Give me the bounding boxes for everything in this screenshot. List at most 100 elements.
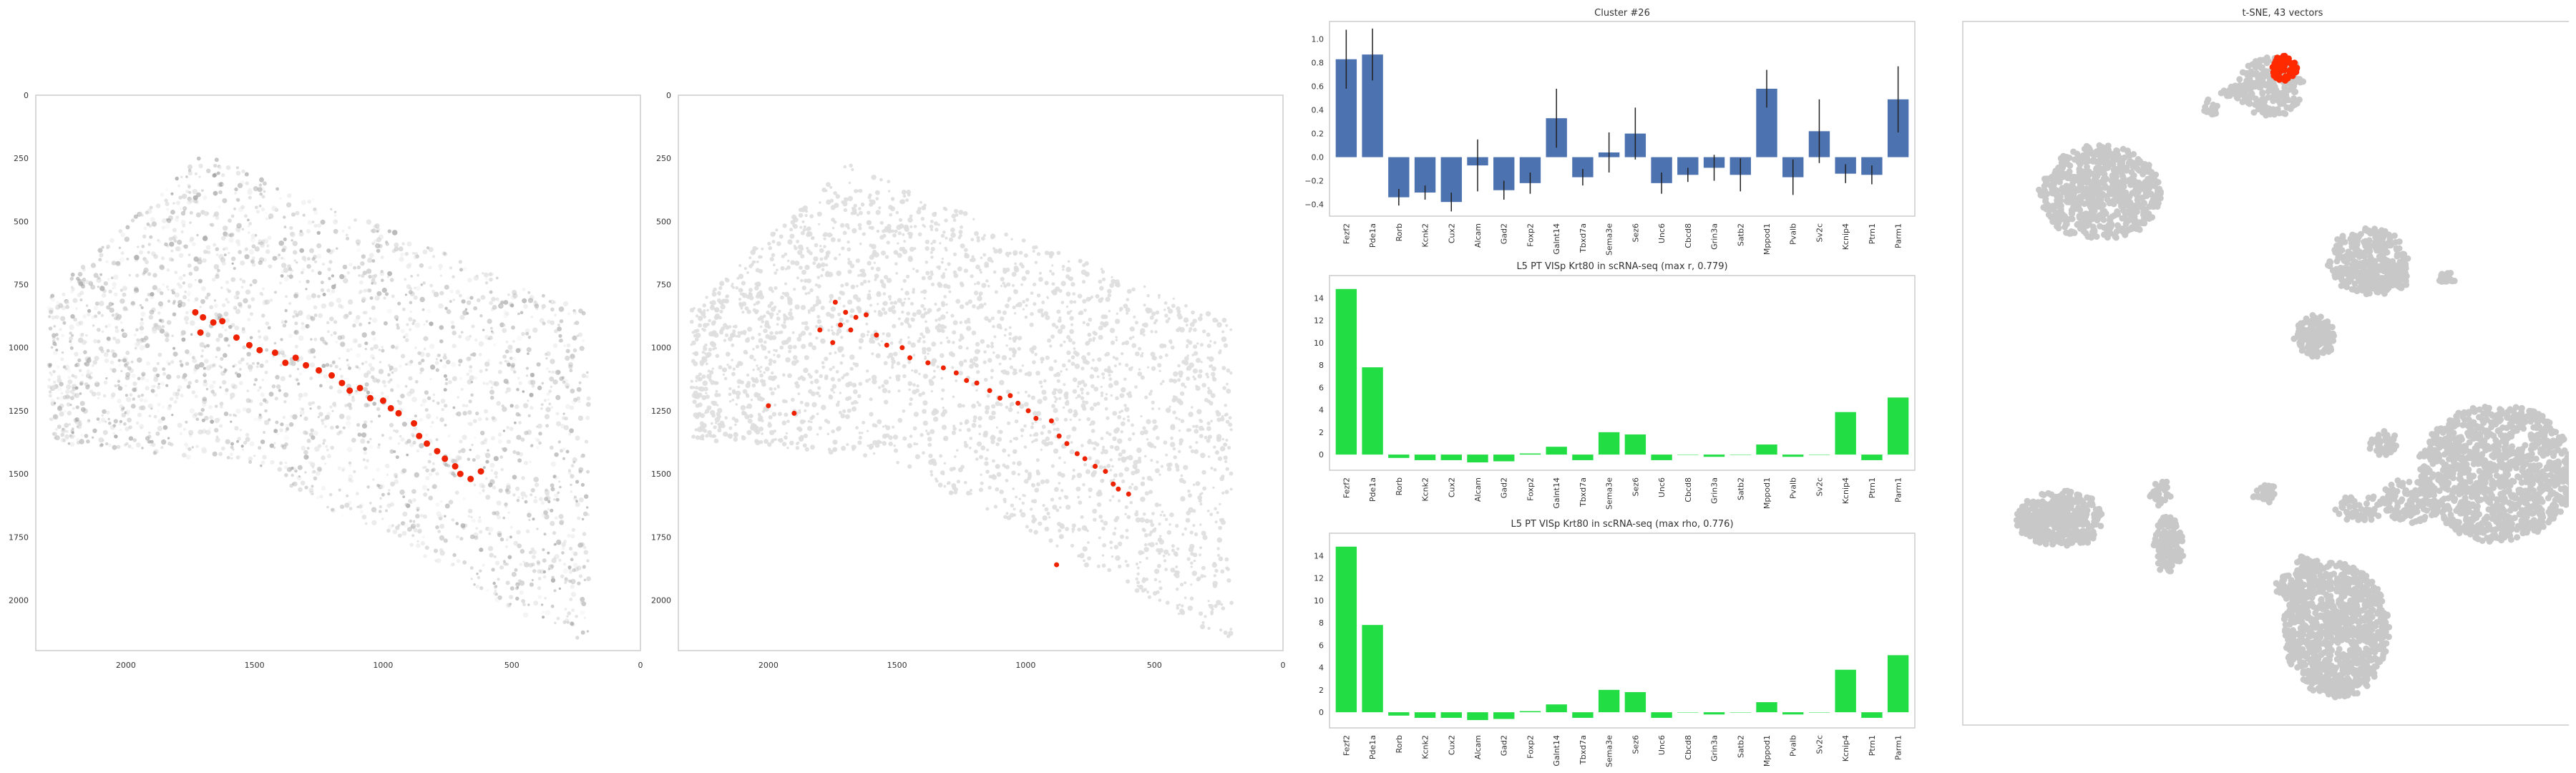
cell-point [582, 532, 587, 536]
cell-point [1096, 375, 1100, 379]
cell-point [982, 360, 987, 364]
cell-point [1135, 517, 1141, 523]
cell-point [713, 425, 717, 429]
cell-point [1206, 426, 1211, 432]
cell-point [532, 517, 535, 521]
cell-point [887, 180, 891, 184]
cell-point [1005, 512, 1009, 515]
cell-point [1009, 439, 1013, 443]
cell-point [838, 411, 842, 414]
cell-point [518, 414, 522, 417]
cell-point [931, 341, 937, 347]
cell-point [1190, 565, 1193, 568]
cell-point [907, 336, 910, 339]
cell-point [371, 274, 376, 280]
cell-point [374, 510, 377, 513]
cell-point [245, 437, 250, 442]
cell-point [190, 333, 193, 336]
cell-point [836, 238, 841, 243]
cell-point [959, 422, 963, 425]
cell-point [1052, 505, 1058, 510]
cell-point [288, 302, 292, 305]
cell-point [1121, 386, 1126, 393]
cell-point [268, 392, 274, 397]
highlight-point [387, 404, 394, 412]
cell-point [448, 500, 454, 505]
cell-point [1113, 473, 1118, 478]
cell-point [528, 550, 532, 555]
cell-point [484, 281, 489, 285]
cell-point [506, 535, 511, 540]
cell-point [566, 343, 571, 348]
cell-point [194, 297, 199, 301]
cell-point [1082, 546, 1088, 552]
cell-point [819, 257, 824, 261]
cell-point [358, 274, 361, 277]
cell-point [81, 374, 84, 377]
cell-point [565, 383, 570, 389]
cell-point [401, 422, 407, 427]
cell-point [1181, 382, 1186, 387]
cell-point [185, 420, 188, 424]
cell-point [771, 335, 777, 341]
cell-point [896, 361, 901, 366]
cell-point [336, 247, 338, 250]
cell-point [213, 190, 218, 196]
cell-point [1213, 467, 1217, 472]
cell-point [955, 298, 961, 304]
cell-point [248, 364, 253, 370]
cell-point [1190, 561, 1194, 565]
cell-point [348, 366, 352, 370]
cell-point [203, 366, 206, 370]
cell-point [72, 434, 76, 438]
cell-point [929, 380, 935, 386]
cell-point [1165, 453, 1169, 457]
cell-point [869, 199, 872, 203]
cell-point [553, 498, 556, 501]
cell-point [282, 416, 286, 419]
cell-point [530, 582, 534, 587]
cell-point [763, 340, 767, 344]
cell-point [867, 429, 869, 432]
cell-point [500, 301, 504, 305]
cell-point [53, 325, 57, 328]
cell-point [899, 199, 904, 204]
cell-point [1080, 396, 1085, 400]
cell-point [562, 457, 565, 460]
cell-point [871, 243, 877, 250]
cell-point [851, 285, 855, 288]
cell-point [327, 267, 331, 271]
cell-point [554, 329, 558, 334]
cell-point [214, 427, 219, 433]
cell-point [557, 326, 562, 331]
cell-point [869, 337, 872, 341]
cell-point [517, 347, 522, 351]
cell-point [1117, 541, 1123, 547]
cell-point [488, 482, 493, 487]
cell-point [215, 437, 220, 443]
cell-point [421, 398, 427, 404]
cell-point [808, 342, 814, 347]
cell-point [977, 296, 982, 301]
cell-point [177, 239, 182, 245]
cell-point [308, 325, 311, 328]
cell-point [379, 497, 382, 500]
cell-point [128, 425, 132, 429]
cell-point [219, 424, 223, 428]
cell-point [1184, 360, 1189, 366]
cell-point [47, 378, 51, 381]
cell-point [1138, 346, 1142, 351]
cell-point [1014, 437, 1019, 441]
cell-point [287, 264, 291, 268]
cell-point [1132, 464, 1138, 470]
cell-point [510, 366, 515, 371]
cell-point [389, 502, 395, 507]
cell-point [294, 344, 298, 349]
cell-point [917, 232, 922, 237]
cell-point [118, 229, 123, 233]
cell-point [48, 326, 53, 331]
cell-point [951, 213, 957, 219]
cell-point [253, 454, 256, 457]
cell-point [399, 364, 402, 368]
cell-point [77, 293, 82, 298]
